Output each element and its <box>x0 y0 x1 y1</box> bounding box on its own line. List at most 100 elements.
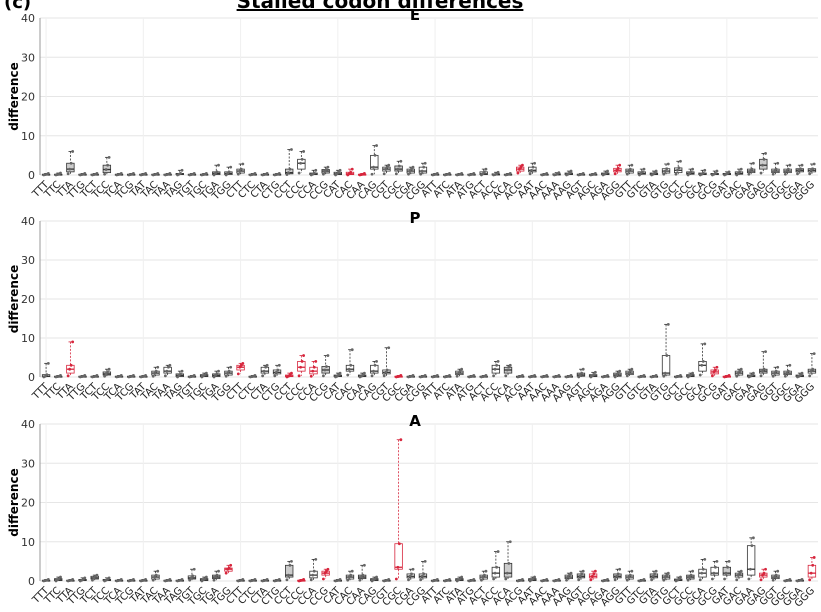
data-point <box>238 365 242 369</box>
data-point <box>59 575 62 579</box>
data-point <box>495 363 499 367</box>
data-point <box>144 374 147 377</box>
data-point <box>530 168 533 172</box>
data-point <box>759 374 763 378</box>
data-point <box>407 578 410 582</box>
box-gat <box>722 559 731 581</box>
data-point <box>481 172 485 176</box>
box-ctg <box>272 172 282 177</box>
data-point <box>568 573 571 577</box>
data-point <box>508 172 512 175</box>
data-point <box>274 370 278 374</box>
y-tick-label: 20 <box>21 497 35 510</box>
data-point <box>528 172 532 176</box>
box-ggg <box>807 162 817 176</box>
data-point <box>285 578 289 582</box>
box-aca <box>503 172 513 177</box>
data-point <box>408 574 412 578</box>
box-gcg <box>710 365 719 378</box>
box-ccg <box>321 567 330 581</box>
box-gtc <box>637 578 646 583</box>
box-gtt <box>625 569 634 582</box>
data-point <box>507 365 511 369</box>
panel-a: 010203040differenceATTTTTCTTATTGTCTTCCTC… <box>7 412 818 610</box>
data-point <box>69 363 73 367</box>
data-point <box>759 171 763 175</box>
data-point <box>229 165 233 169</box>
data-point <box>423 559 427 563</box>
data-point <box>762 571 766 575</box>
data-point <box>460 367 464 371</box>
data-point <box>715 169 719 173</box>
data-point <box>349 573 353 577</box>
box-gtg <box>661 162 671 176</box>
chart-panels: 010203040differenceETTTTTCTTATTGTCTTCCTC… <box>7 6 818 610</box>
data-point <box>363 371 366 375</box>
box-ttg <box>78 374 87 379</box>
data-point <box>107 367 111 371</box>
data-point <box>241 361 245 365</box>
box-gcc <box>686 569 695 582</box>
data-point <box>735 578 739 582</box>
data-point <box>165 369 169 373</box>
box-aga <box>601 169 610 177</box>
data-point <box>580 572 584 576</box>
data-point <box>264 365 268 369</box>
data-point <box>701 567 705 571</box>
box-cgt <box>382 346 391 378</box>
data-point <box>457 371 461 375</box>
data-point <box>107 576 111 580</box>
data-point <box>411 374 415 377</box>
data-point <box>350 167 354 171</box>
data-point <box>326 165 330 169</box>
data-point <box>727 559 731 563</box>
box-cta <box>260 578 270 583</box>
data-point <box>144 578 147 581</box>
y-axis-label: difference <box>7 468 21 536</box>
data-point <box>762 367 766 371</box>
data-point <box>703 558 707 561</box>
box-ggc <box>783 163 792 176</box>
box-ctg <box>272 578 282 583</box>
box-ggt <box>771 161 780 176</box>
box-ttt <box>41 172 51 177</box>
box-tga <box>212 569 221 582</box>
data-point <box>686 578 690 582</box>
box-agc <box>588 172 598 177</box>
box-tct <box>90 573 99 582</box>
data-point <box>119 374 123 377</box>
data-point <box>347 575 351 579</box>
data-point <box>384 167 388 171</box>
data-point <box>460 172 464 175</box>
data-point <box>698 373 702 377</box>
data-point <box>703 342 707 346</box>
data-point <box>46 578 50 581</box>
data-point <box>809 369 813 373</box>
data-point <box>156 172 160 175</box>
data-point <box>613 375 617 379</box>
box-tcg <box>127 172 136 177</box>
data-point <box>521 578 524 581</box>
data-point <box>679 374 682 377</box>
box-gcg <box>710 559 719 581</box>
data-point <box>297 171 301 175</box>
data-point <box>484 167 488 171</box>
data-point <box>224 571 228 575</box>
data-point <box>761 573 764 577</box>
data-point <box>715 365 719 369</box>
data-point <box>711 577 714 581</box>
data-point <box>811 367 815 371</box>
data-point <box>480 578 483 582</box>
box-atc <box>443 578 452 583</box>
data-point <box>492 374 495 378</box>
data-point <box>662 374 666 378</box>
data-point <box>726 565 729 569</box>
data-point <box>192 374 196 377</box>
box-gct <box>674 374 683 379</box>
box-aaa <box>552 374 561 379</box>
data-point <box>382 172 386 176</box>
data-point <box>241 162 245 166</box>
box-cga <box>406 374 415 379</box>
data-point <box>397 542 401 546</box>
data-point <box>410 572 413 576</box>
